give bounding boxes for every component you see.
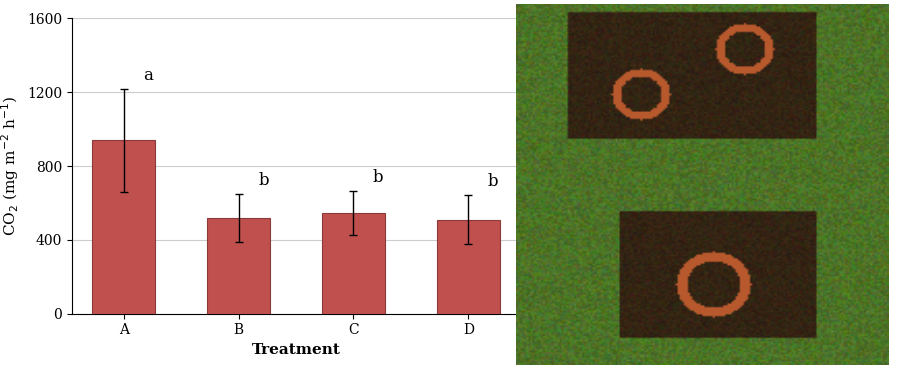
Bar bbox=[322, 213, 385, 314]
Text: b: b bbox=[258, 172, 269, 189]
Text: b: b bbox=[488, 173, 499, 190]
Bar bbox=[207, 218, 270, 314]
Text: b: b bbox=[373, 169, 384, 186]
Y-axis label: CO$_2$ (mg m$^{-2}$ h$^{-1}$): CO$_2$ (mg m$^{-2}$ h$^{-1}$) bbox=[0, 96, 22, 236]
Bar bbox=[92, 140, 155, 314]
Text: a: a bbox=[144, 67, 153, 84]
Bar bbox=[437, 220, 500, 314]
X-axis label: Treatment: Treatment bbox=[251, 343, 341, 357]
